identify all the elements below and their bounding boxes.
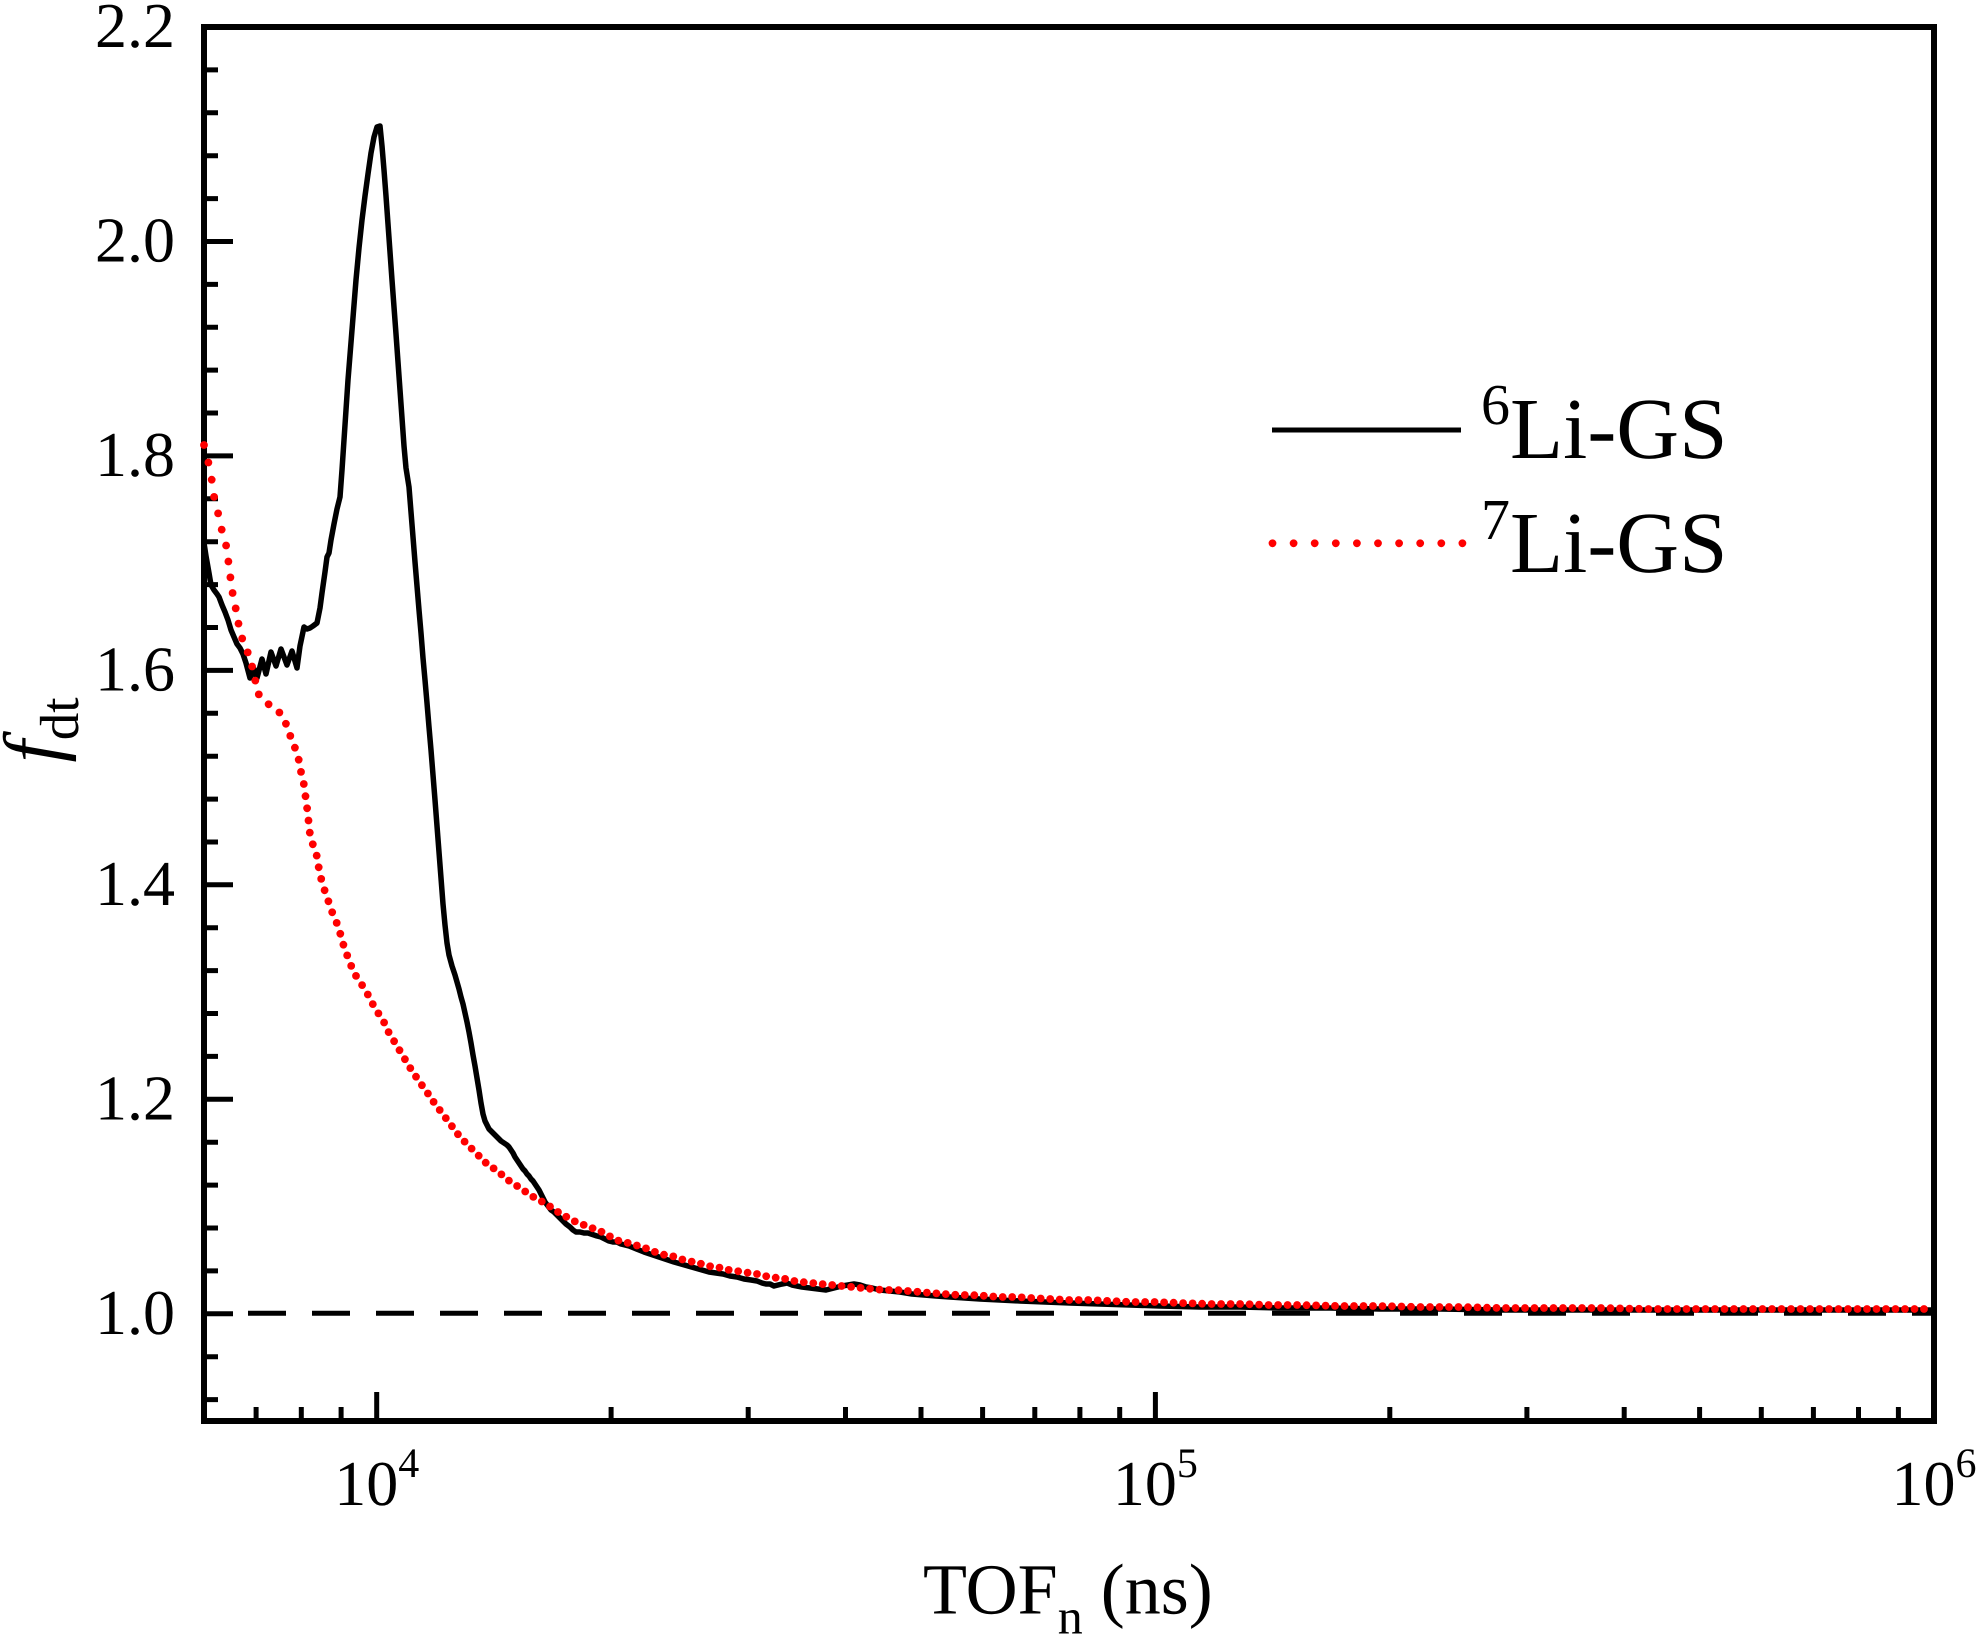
svg-text:7Li-GS: 7Li-GS — [1481, 487, 1728, 591]
svg-text:1.6: 1.6 — [95, 633, 175, 704]
svg-text:1.8: 1.8 — [95, 419, 175, 490]
svg-text:2.0: 2.0 — [95, 205, 175, 276]
svg-text:1.4: 1.4 — [95, 848, 175, 919]
svg-text:1.0: 1.0 — [95, 1277, 175, 1348]
svg-text:1.2: 1.2 — [95, 1062, 175, 1133]
svg-text:2.2: 2.2 — [95, 0, 175, 61]
svg-text:6Li-GS: 6Li-GS — [1481, 372, 1728, 477]
